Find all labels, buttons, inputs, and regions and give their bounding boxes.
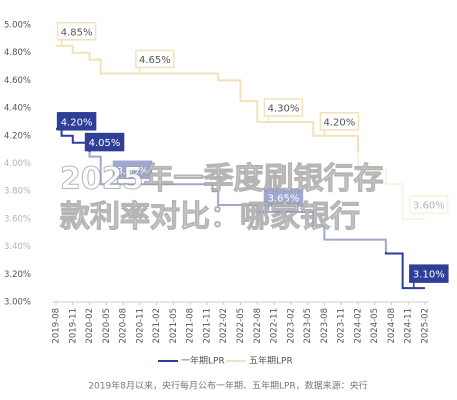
banner-text: 款利率对比：哪家银行: [60, 200, 360, 235]
callout-label: 4.20%: [323, 117, 355, 128]
x-tick-label: 2020-05: [102, 308, 112, 344]
legend-label: 五年期LPR: [249, 355, 293, 367]
callout-label: 4.65%: [139, 55, 171, 66]
callout-box: [56, 112, 97, 131]
callout-label: 3.10%: [413, 270, 445, 281]
x-tick-label: 2023-08: [320, 308, 330, 344]
callout-box: [409, 264, 449, 283]
y-tick-label: 4.20%: [4, 131, 31, 141]
x-tick-label: 2021-05: [169, 308, 179, 344]
x-tick-label: 2022-11: [270, 308, 280, 344]
x-tick-label: 2021-08: [186, 308, 196, 344]
callout-label: 4.30%: [268, 103, 300, 114]
legend-label: 一年期LPR: [181, 355, 225, 367]
x-tick-label: 2020-02: [85, 308, 95, 344]
callout-box: [263, 98, 304, 117]
x-tick-label: 2022-08: [253, 308, 263, 344]
x-tick-label: 2020-08: [119, 308, 129, 344]
x-tick-label: 2022-05: [236, 308, 246, 344]
x-tick-label: 2024-11: [404, 308, 414, 344]
callout-label: 4.85%: [61, 27, 93, 38]
x-tick-label: 2023-11: [337, 308, 347, 344]
y-tick-label: 4.40%: [4, 104, 31, 114]
callout-box: [84, 132, 125, 152]
x-tick-label: 2022-02: [219, 308, 229, 344]
x-tick-label: 2021-02: [152, 308, 162, 344]
callout-box: [319, 112, 360, 131]
x-tick-label: 2023-02: [286, 308, 296, 344]
callout-box: [135, 49, 175, 69]
x-tick-label: 2020-11: [135, 308, 145, 344]
x-tick-label: 2023-05: [303, 308, 313, 344]
x-tick-label: 2024-02: [353, 308, 363, 344]
x-tick-label: 2021-11: [202, 308, 212, 344]
banner-text: 2025年一季度刷银行存: [60, 162, 384, 197]
callout-label: 4.05%: [89, 138, 121, 149]
y-tick-label: 4.60%: [4, 76, 31, 86]
source-note: 2019年8月以来，央行每月公布一年期、五年期LPR，数据来源：央行: [88, 380, 367, 392]
banner-band: [0, 152, 457, 252]
y-tick-label: 5.00%: [4, 21, 31, 31]
x-tick-label: 2019-08: [52, 308, 62, 344]
x-tick-label: 2024-05: [370, 308, 380, 344]
callout-label: 4.20%: [61, 117, 93, 128]
y-tick-label: 3.20%: [4, 270, 31, 280]
y-tick-label: 4.80%: [4, 48, 31, 58]
y-tick-label: 3.00%: [4, 298, 31, 308]
callout-box: [56, 22, 97, 41]
x-tick-label: 2024-08: [387, 308, 397, 344]
x-tick-label: 2025-02: [421, 308, 431, 344]
x-tick-label: 2019-11: [68, 308, 78, 344]
